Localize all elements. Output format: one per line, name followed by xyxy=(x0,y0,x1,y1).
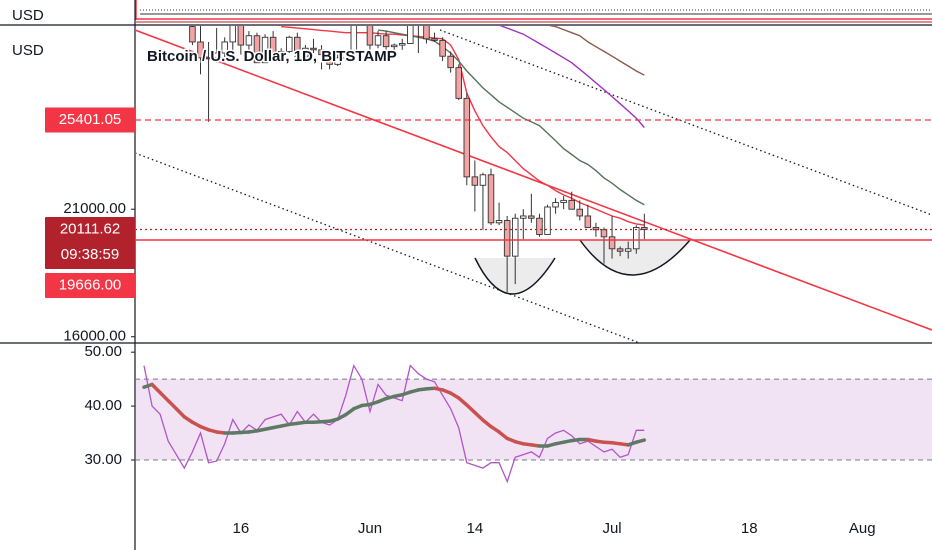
candle-body xyxy=(431,38,438,41)
countdown-label: 09:38:59 xyxy=(61,246,119,263)
candle-body xyxy=(245,35,253,46)
price-label: 20111.62 xyxy=(60,220,120,237)
price-label-box xyxy=(45,272,135,298)
x-tick-label: Jul xyxy=(602,520,621,537)
candle-body xyxy=(520,215,527,219)
candle-body xyxy=(390,44,398,48)
y-tick-label: 21000.00 xyxy=(63,200,126,217)
x-tick-label: Aug xyxy=(849,520,876,537)
pane-unit-label: USD xyxy=(12,7,44,24)
price-label-box xyxy=(45,216,135,269)
candle-body xyxy=(334,57,341,65)
cup-outline xyxy=(474,257,556,295)
candle-body xyxy=(608,236,616,250)
trend-line xyxy=(136,29,932,331)
candle-body xyxy=(205,57,212,60)
x-tick-label: 14 xyxy=(467,520,484,537)
moving-average xyxy=(548,26,645,76)
candle-body xyxy=(269,36,277,56)
x-tick-label: Jun xyxy=(358,520,382,537)
rsi-ma-segment xyxy=(174,407,187,419)
candle-body xyxy=(398,43,406,46)
candle-body xyxy=(624,248,632,252)
candle-body xyxy=(487,174,495,224)
candle-body xyxy=(261,36,269,64)
candle-body xyxy=(294,36,301,57)
candle-body xyxy=(221,41,228,54)
candle-body xyxy=(544,206,551,235)
price-label: 25401.05 xyxy=(59,111,122,128)
candle-body xyxy=(229,26,237,43)
candle-body xyxy=(197,41,204,59)
rsi-y-tick-label: 40.00 xyxy=(84,397,122,414)
moving-average xyxy=(499,26,645,128)
candle-body xyxy=(213,52,220,59)
rsi-ma-segment xyxy=(150,382,162,395)
x-tick-label: 16 xyxy=(232,520,249,537)
candle-body xyxy=(479,174,487,186)
candle-body xyxy=(350,26,358,52)
rsi-pane xyxy=(136,363,932,484)
candle-body xyxy=(374,35,382,46)
moving-average xyxy=(377,29,645,206)
candle-body xyxy=(310,47,317,51)
candle-body xyxy=(455,67,462,99)
top-pane-remnant xyxy=(135,0,932,23)
price-pane xyxy=(136,26,932,343)
rsi-ma-segment xyxy=(634,438,647,444)
candle-body xyxy=(277,50,285,56)
candle-body xyxy=(253,35,261,64)
candle-body xyxy=(342,50,350,59)
candle-body xyxy=(552,202,559,208)
candle-body xyxy=(463,97,471,178)
candle-body xyxy=(447,55,454,69)
rsi-ma-segment xyxy=(158,390,170,403)
candle-body xyxy=(366,26,374,46)
candle-body xyxy=(528,215,535,219)
candle-body xyxy=(286,36,293,52)
candle-body xyxy=(382,35,390,48)
candle-body xyxy=(584,215,592,228)
candle-body xyxy=(633,226,640,250)
price-label-box xyxy=(45,107,135,133)
candle-body xyxy=(318,49,325,56)
candle-body xyxy=(641,226,648,230)
x-tick-label: 18 xyxy=(741,520,758,537)
candle-body xyxy=(302,47,309,57)
moving-average xyxy=(281,26,645,226)
price-label: 19666.00 xyxy=(59,276,122,293)
candle-body xyxy=(576,208,584,217)
candle-body xyxy=(439,39,446,57)
candle-body xyxy=(471,176,479,186)
rsi-y-tick-label: 50.00 xyxy=(84,343,122,360)
candle-body xyxy=(237,26,245,46)
cup-fill xyxy=(580,240,690,275)
candle-body xyxy=(511,217,519,257)
candle-body xyxy=(407,26,414,44)
candle-body xyxy=(560,199,567,204)
rsi-ma-segment xyxy=(456,396,469,407)
candle-body xyxy=(423,26,430,40)
price-axis-unit: USD xyxy=(12,42,44,59)
candle-body xyxy=(616,248,624,252)
candle-body xyxy=(495,220,503,224)
rsi-ma-segment xyxy=(465,403,477,415)
candle-body xyxy=(326,54,333,65)
chart-title: Bitcoin / U.S. Dollar, 1D, BITSTAMP xyxy=(147,48,397,65)
y-tick-label: 16000.00 xyxy=(63,328,126,345)
candle-body xyxy=(503,220,511,257)
candle-body xyxy=(568,199,575,210)
rsi-band xyxy=(136,379,932,461)
rsi-ma-segment xyxy=(166,398,179,411)
candle-body xyxy=(536,217,543,235)
candle-body xyxy=(600,229,608,238)
rsi-y-tick-label: 30.00 xyxy=(84,451,122,468)
axis-layer: 16 Jun 14 Jul 18 Aug 16000.00 21000.00 30.00 40.0… xyxy=(45,107,876,537)
candle-body xyxy=(189,26,196,43)
cup-outline xyxy=(579,239,691,276)
channel-line xyxy=(136,152,642,343)
rsi-ma-segment xyxy=(473,410,485,422)
